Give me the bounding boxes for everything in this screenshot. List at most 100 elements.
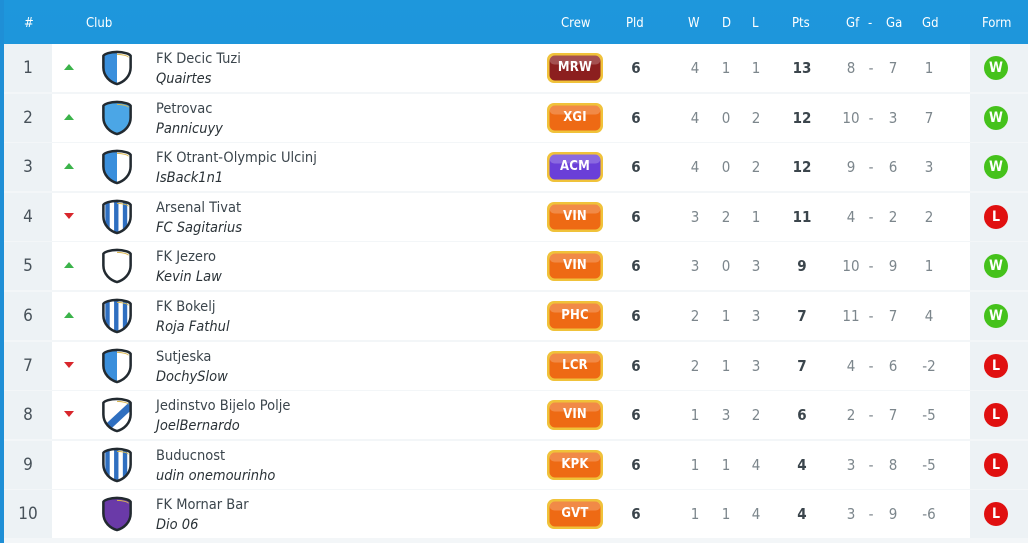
losses: 4 — [751, 505, 761, 524]
crew-badge[interactable]: VIN — [546, 250, 604, 282]
form-result-badge[interactable]: L — [984, 452, 1008, 477]
position-cell — [4, 440, 52, 489]
form-result-badge[interactable]: L — [984, 502, 1008, 527]
form-result-badge[interactable]: W — [984, 254, 1008, 279]
header-w[interactable]: W — [688, 16, 700, 31]
form-result-badge[interactable]: L — [984, 204, 1008, 229]
goal-difference: -6 — [922, 505, 936, 524]
club-crest-icon[interactable] — [100, 496, 134, 532]
manager-name[interactable]: JoelBernardo — [156, 418, 240, 435]
manager-name[interactable]: Roja Fathul — [156, 319, 230, 335]
played: 6 — [631, 406, 641, 425]
manager-name[interactable]: IsBack1n1 — [156, 170, 224, 187]
crew-badge[interactable]: LCR — [546, 350, 604, 382]
table-row[interactable]: 7 Sutjeska DochySlow LCR 6 2 1 3 7 4 - 6… — [4, 341, 1028, 391]
header-l[interactable]: L — [752, 16, 759, 31]
header-gf[interactable]: Gf — [846, 16, 860, 31]
position: 3 — [23, 157, 33, 178]
goals-for: 2 — [846, 406, 856, 425]
points: 6 — [797, 406, 807, 425]
crew-badge[interactable]: ACM — [546, 151, 604, 183]
table-body: 1 FK Decic Tuzi Quairtes MRW 6 4 1 1 1 3 … — [4, 44, 1028, 543]
manager-name[interactable]: FC Sagitarius — [156, 219, 243, 236]
header-pts[interactable]: Pts — [792, 16, 810, 31]
crew-label: ACM — [560, 159, 590, 175]
club-name[interactable]: FK Mornar Bar — [156, 497, 249, 514]
losses: 1 — [751, 59, 761, 77]
table-row[interactable]: 9 Buducnost udin onemourinho KPK 6 1 1 4… — [4, 440, 1028, 490]
trend-down-icon — [64, 361, 74, 368]
club-crest-icon[interactable] — [100, 248, 134, 284]
table-row[interactable]: 8 Jedinstvo Bijelo Polje JoelBernardo VI… — [4, 391, 1028, 440]
form-result-badge[interactable]: W — [984, 56, 1008, 80]
form-result-badge[interactable]: W — [984, 155, 1008, 180]
header-club[interactable]: Club — [86, 16, 113, 31]
points: 13 — [792, 59, 812, 77]
manager-name[interactable]: Quairtes — [156, 71, 212, 87]
club-name[interactable]: Petrovac — [156, 100, 213, 117]
form-result-badge[interactable]: L — [984, 403, 1008, 428]
table-row[interactable]: 3 FK Otrant-Olympic Ulcinj IsBack1n1 ACM… — [4, 143, 1028, 192]
club-crest-icon[interactable] — [100, 100, 134, 136]
played: 6 — [631, 455, 641, 474]
played: 6 — [631, 356, 641, 375]
position: 5 — [23, 256, 33, 277]
header-form[interactable]: Form — [982, 16, 1012, 31]
trend-up-icon — [64, 113, 74, 120]
club-name[interactable]: FK Jezero — [156, 249, 216, 266]
table-row[interactable]: 1 FK Decic Tuzi Quairtes MRW 6 4 1 1 13 … — [4, 44, 1028, 93]
club-name[interactable]: FK Bokelj — [156, 299, 216, 315]
table-row[interactable]: 4 Arsenal Tivat FC Sagitarius VIN 6 3 2 … — [4, 192, 1028, 242]
club-crest-icon[interactable] — [100, 397, 134, 433]
played: 6 — [631, 207, 641, 226]
crew-badge[interactable]: MRW — [546, 52, 604, 84]
club-name[interactable]: Arsenal Tivat — [156, 199, 242, 216]
crew-label: XGI — [563, 109, 587, 125]
manager-name[interactable]: Pannicuyy — [156, 120, 223, 137]
manager-name[interactable]: udin onemourinho — [156, 467, 276, 484]
crew-badge[interactable]: KPK — [546, 449, 604, 481]
manager-name[interactable]: Kevin Law — [156, 269, 222, 286]
manager-name[interactable]: Dio 06 — [156, 517, 199, 534]
goals-for: 10 — [842, 108, 860, 127]
goal-difference: 1 — [924, 59, 934, 77]
club-crest-icon[interactable] — [100, 50, 134, 86]
draws: 1 — [721, 455, 731, 474]
club-crest-icon[interactable] — [100, 298, 134, 334]
club-name[interactable]: Jedinstvo Bijelo Polje — [156, 398, 291, 415]
crew-badge[interactable]: XGI — [546, 102, 604, 134]
table-row[interactable]: 6 FK Bokelj Roja Fathul PHC 6 2 1 3 7 11… — [4, 292, 1028, 341]
league-table: # Club Crew Pld W D L Pts Gf - Ga Gd For… — [4, 0, 1028, 543]
crew-badge[interactable]: PHC — [546, 300, 604, 332]
table-row[interactable]: 5 FK Jezero Kevin Law VIN 6 3 0 3 9 10 -… — [4, 242, 1028, 291]
club-name[interactable]: Buducnost — [156, 447, 226, 464]
crew-badge[interactable]: VIN — [546, 201, 604, 233]
form-result-badge[interactable]: W — [984, 304, 1008, 328]
crew-badge[interactable]: VIN — [546, 399, 604, 431]
header-pos[interactable]: # — [24, 16, 34, 31]
header-dash: - — [868, 16, 873, 31]
wins: 4 — [690, 59, 700, 77]
club-name[interactable]: FK Otrant-Olympic Ulcinj — [156, 150, 317, 167]
club-name[interactable]: Sutjeska — [156, 348, 212, 365]
club-crest-icon[interactable] — [100, 447, 134, 483]
table-row[interactable]: 2 Petrovac Pannicuyy XGI 6 4 0 2 12 10 -… — [4, 93, 1028, 143]
club-crest-icon[interactable] — [100, 149, 134, 185]
header-pld[interactable]: Pld — [626, 16, 644, 31]
header-crew[interactable]: Crew — [561, 16, 591, 31]
form-result-badge[interactable]: L — [984, 353, 1008, 378]
table-row[interactable]: 10 FK Mornar Bar Dio 06 GVT 6 1 1 4 4 3 … — [4, 490, 1028, 539]
header-gd[interactable]: Gd — [922, 16, 939, 31]
crew-label: GVT — [561, 506, 589, 522]
goal-difference: -5 — [922, 455, 936, 474]
header-ga[interactable]: Ga — [886, 16, 903, 31]
header-d[interactable]: D — [722, 16, 732, 31]
manager-name[interactable]: DochySlow — [156, 368, 228, 385]
club-crest-icon[interactable] — [100, 199, 134, 235]
goal-difference: -5 — [922, 406, 936, 425]
club-name[interactable]: FK Decic Tuzi — [156, 51, 241, 67]
crew-badge[interactable]: GVT — [546, 498, 604, 530]
wins: 2 — [690, 356, 700, 375]
form-result-badge[interactable]: W — [984, 105, 1008, 130]
club-crest-icon[interactable] — [100, 348, 134, 384]
